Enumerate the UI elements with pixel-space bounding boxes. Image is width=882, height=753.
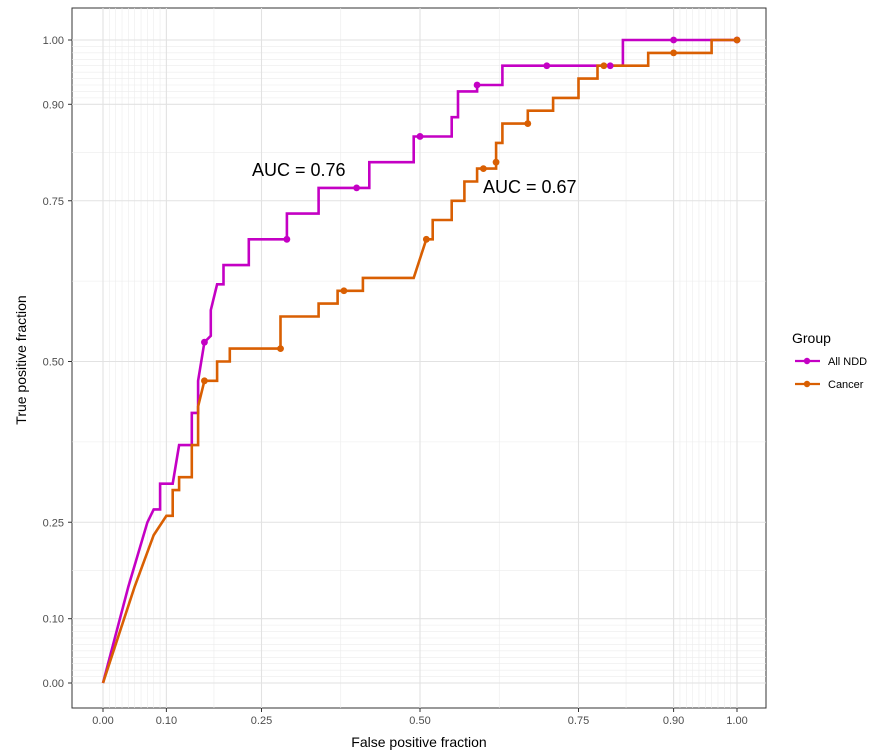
legend-label-cancer: Cancer bbox=[828, 379, 864, 391]
x-tick-label: 0.90 bbox=[663, 715, 684, 727]
x-tick-label: 1.00 bbox=[726, 715, 747, 727]
point-marker-all-ndd bbox=[283, 235, 291, 243]
x-tick-label: 0.75 bbox=[568, 715, 589, 727]
y-axis-title: True positive fraction bbox=[13, 295, 29, 424]
x-tick-label: 0.25 bbox=[251, 715, 272, 727]
point-marker-all-ndd bbox=[201, 338, 208, 346]
x-tick-label: 0.00 bbox=[92, 715, 113, 727]
point-marker-cancer bbox=[422, 235, 430, 243]
axes: 0.00 0.10 0.25 0.50 0.75 0.90 1.00 0.00 0.10 0.25… bbox=[43, 35, 748, 727]
legend-key-marker-all-ndd bbox=[803, 357, 811, 365]
x-tick-label: 0.50 bbox=[409, 715, 430, 727]
point-marker-all-ndd bbox=[543, 62, 551, 70]
series-line-all-ndd bbox=[101, 38, 737, 684]
y-tick-label: 0.90 bbox=[43, 99, 64, 111]
point-marker-cancer bbox=[492, 158, 500, 166]
legend: Group All NDD Cancer bbox=[792, 330, 867, 391]
point-marker-cancer bbox=[277, 345, 284, 353]
legend-item-all-ndd: All NDD bbox=[795, 356, 867, 368]
legend-item-cancer: Cancer bbox=[795, 379, 864, 391]
point-marker-cancer bbox=[524, 120, 532, 127]
series-line-cancer bbox=[101, 38, 737, 684]
point-marker-all-ndd bbox=[473, 81, 481, 89]
x-tick-label: 0.10 bbox=[156, 715, 177, 727]
legend-key-marker-cancer bbox=[803, 380, 811, 388]
grid-lines bbox=[72, 8, 766, 708]
point-marker-all-ndd bbox=[416, 133, 424, 140]
point-marker-all-ndd bbox=[606, 62, 614, 70]
plot-panel bbox=[71, 7, 767, 709]
y-tick-label: 0.75 bbox=[43, 196, 64, 208]
point-marker-cancer bbox=[600, 62, 608, 70]
annotation-auc-cancer: AUC = 0.67 bbox=[483, 177, 577, 197]
y-tick-label: 0.00 bbox=[43, 678, 64, 690]
point-marker-cancer bbox=[670, 49, 677, 57]
y-tick-label: 0.10 bbox=[43, 614, 64, 626]
point-marker-cancer bbox=[480, 165, 487, 173]
point-marker-all-ndd bbox=[670, 36, 677, 44]
point-marker-cancer bbox=[340, 287, 348, 295]
point-marker-all-ndd bbox=[353, 184, 360, 192]
point-marker-cancer bbox=[733, 36, 741, 44]
point-marker-cancer bbox=[201, 377, 208, 385]
y-tick-label: 0.25 bbox=[43, 517, 64, 529]
annotation-auc-all-ndd: AUC = 0.76 bbox=[252, 160, 346, 180]
y-tick-label: 1.00 bbox=[43, 35, 64, 47]
legend-label-all-ndd: All NDD bbox=[828, 356, 867, 368]
x-axis-title: False positive fraction bbox=[351, 734, 486, 750]
y-tick-label: 0.50 bbox=[43, 357, 64, 369]
legend-title: Group bbox=[792, 330, 831, 346]
series-markers bbox=[201, 36, 741, 385]
series-lines bbox=[101, 38, 737, 684]
